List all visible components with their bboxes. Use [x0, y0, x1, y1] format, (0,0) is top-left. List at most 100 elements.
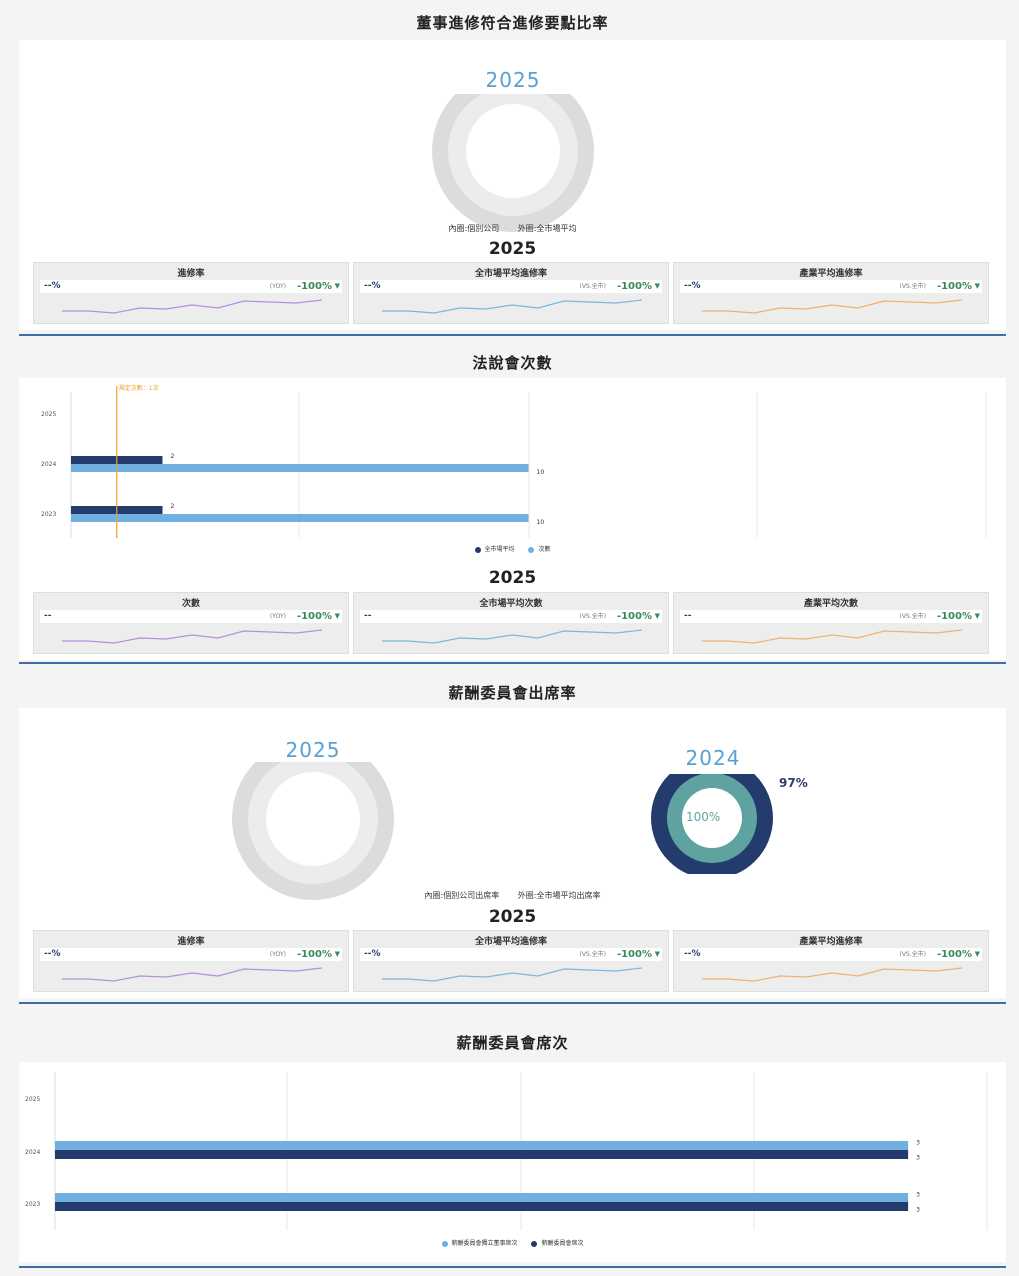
donut-outer-pct: 97%	[779, 776, 808, 790]
bar-value-label: 3	[916, 1192, 920, 1199]
donut-chart[interactable]	[420, 94, 606, 280]
section-title: 法說會次數	[472, 354, 553, 372]
stat-value: --%	[364, 281, 381, 291]
sparkline-path	[702, 299, 963, 314]
stat-card-value-box: --% (YOY) -100% ▼	[40, 280, 342, 293]
category-tick-label: 2023	[25, 1201, 40, 1208]
bar	[55, 1202, 909, 1211]
donut-outer-gap	[773, 812, 777, 824]
stat-row: 次數 -- (YOY) -100% ▼ 全市場平均次數 -- (VS.全市) -100% ▼ 產業平…	[33, 592, 991, 654]
stat-card-title: 產業平均進修率	[799, 269, 863, 279]
stat-value: --	[364, 611, 372, 621]
stat-card-title: 進修率	[177, 937, 205, 947]
stat-card-value-box: --% (YOY) -100% ▼	[40, 948, 342, 961]
section-divider	[19, 1002, 1006, 1004]
sparkline-path	[62, 629, 323, 644]
stat-card-title: 產業平均次數	[803, 599, 858, 609]
chart-panel: 2025 2024 97% 100% 內圈:個別公司出席率 外圈:全市場平均出席…	[19, 708, 1006, 998]
stat-card-title: 次數	[181, 599, 200, 609]
stat-change-pct: -100%	[616, 949, 652, 960]
outer-ring-note: 外圈:全市場平均出席率	[517, 891, 601, 900]
stat-value: --%	[44, 949, 61, 959]
chart-panel: 2025 內圈:個別公司 外圈:全市場平均 2025 進修率 --% (YOY) -1…	[19, 40, 1006, 330]
stat-card-value-box: --% (VS.全市) -100% ▼	[360, 280, 662, 293]
inner-ring-note: 內圈:個別公司	[448, 224, 500, 233]
bar-value-label: 2	[171, 503, 175, 510]
stat-compare-label: (YOY)	[269, 951, 286, 958]
section-title: 薪酬委員會席次	[456, 1034, 569, 1052]
donut-year-label-left: 2025	[285, 738, 341, 762]
down-arrow-icon: ▼	[334, 950, 340, 958]
chart-legend: 全市場平均 次數	[19, 544, 1006, 553]
stat-compare-label: (YOY)	[269, 613, 286, 620]
donut-2025-rings[interactable]	[220, 762, 406, 948]
stat-card[interactable]: 產業平均進修率 --% (VS.全市) -100% ▼	[673, 262, 989, 324]
stats-year: 2025	[488, 239, 537, 259]
legend-item-independent-seats[interactable]: 薪酬委員會獨立董事席次	[441, 1240, 518, 1247]
stats-year: 2025	[488, 907, 537, 927]
stat-card-title: 全市場平均次數	[479, 599, 543, 609]
category-tick-label: 2023	[41, 511, 56, 518]
chart-panel: 2025 2024 3 3 2023 3 3 薪酬委員會獨立董事席次 薪酬委員會席次	[19, 1062, 1006, 1262]
legend-item-count[interactable]: 次數	[528, 546, 550, 553]
stat-change-pct: -100%	[936, 611, 972, 622]
sparkline	[62, 629, 323, 644]
bar-value-label: 10	[537, 469, 545, 476]
stat-card[interactable]: 產業平均進修率 --% (VS.全市) -100% ▼	[673, 930, 989, 992]
sparkline	[382, 299, 643, 314]
category-tick-label: 2024	[41, 461, 56, 468]
stat-value: --%	[684, 281, 701, 291]
stat-card-value-box: -- (YOY) -100% ▼	[40, 610, 342, 623]
stat-value: --%	[684, 949, 701, 959]
stat-card-value-box: --% (VS.全市) -100% ▼	[360, 948, 662, 961]
section-divider	[19, 334, 1006, 336]
stat-row: 進修率 --% (YOY) -100% ▼ 全市場平均進修率 --% (VS.全市) -100%…	[33, 930, 991, 992]
stat-card-title: 進修率	[177, 269, 205, 279]
bar	[55, 1150, 909, 1159]
sparkline-path	[702, 629, 963, 644]
stat-card[interactable]: 產業平均次數 -- (VS.全市) -100% ▼	[673, 592, 989, 654]
chart-panel: 2025 2024 2 10 2023 2 10 規定次數：1次 全市場平均 次數 2025 …	[19, 378, 1006, 660]
outer-ring-note: 外圈:全市場平均	[517, 224, 577, 233]
sparkline-path	[382, 629, 643, 644]
stat-card[interactable]: 進修率 --% (YOY) -100% ▼	[33, 262, 349, 324]
stat-change-pct: -100%	[296, 611, 332, 622]
stat-card[interactable]: 進修率 --% (YOY) -100% ▼	[33, 930, 349, 992]
stat-change-pct: -100%	[616, 611, 652, 622]
category-tick-label: 2025	[25, 1096, 40, 1103]
sparkline	[62, 299, 323, 314]
stat-change-pct: -100%	[936, 281, 972, 292]
stat-compare-label: (VS.全市)	[579, 283, 606, 290]
reference-line-label: 規定次數：1次	[119, 384, 159, 392]
stat-compare-label: (VS.全市)	[899, 613, 926, 620]
inner-ring-note: 內圈:個別公司出席率	[424, 891, 500, 900]
down-arrow-icon: ▼	[334, 612, 340, 620]
stat-card-value-box: -- (VS.全市) -100% ▼	[360, 610, 662, 623]
donut-chart-2024[interactable]	[637, 774, 787, 874]
bar-value-label: 3	[916, 1207, 920, 1214]
bar	[71, 464, 529, 472]
legend-item-market-avg[interactable]: 全市場平均	[474, 546, 515, 553]
sparkline	[382, 629, 643, 644]
stat-change-pct: -100%	[296, 281, 332, 292]
stat-value: --%	[364, 949, 381, 959]
bar-chart-calls[interactable]: 2025 2024 2 10 2023 2 10 規定次數：1次	[19, 378, 1006, 560]
stat-card[interactable]: 全市場平均次數 -- (VS.全市) -100% ▼	[353, 592, 669, 654]
stat-card-title: 全市場平均進修率	[474, 269, 547, 279]
stat-card[interactable]: 全市場平均進修率 --% (VS.全市) -100% ▼	[353, 262, 669, 324]
down-arrow-icon: ▼	[654, 282, 660, 290]
bar-value-label: 10	[537, 519, 545, 526]
sparkline	[62, 967, 323, 982]
bar	[71, 514, 529, 522]
down-arrow-icon: ▼	[334, 282, 340, 290]
stat-change-pct: -100%	[616, 281, 652, 292]
bar-value-label: 2	[171, 453, 175, 460]
stat-card[interactable]: 全市場平均進修率 --% (VS.全市) -100% ▼	[353, 930, 669, 992]
stat-card-value-box: -- (VS.全市) -100% ▼	[680, 610, 982, 623]
stat-change-pct: -100%	[936, 949, 972, 960]
stat-card[interactable]: 次數 -- (YOY) -100% ▼	[33, 592, 349, 654]
section-divider	[19, 662, 1006, 664]
bar-chart-seats[interactable]: 2025 2024 3 3 2023 3 3	[19, 1062, 1006, 1234]
legend-item-seats[interactable]: 薪酬委員會席次	[531, 1240, 583, 1247]
category-tick-label: 2025	[41, 411, 56, 418]
